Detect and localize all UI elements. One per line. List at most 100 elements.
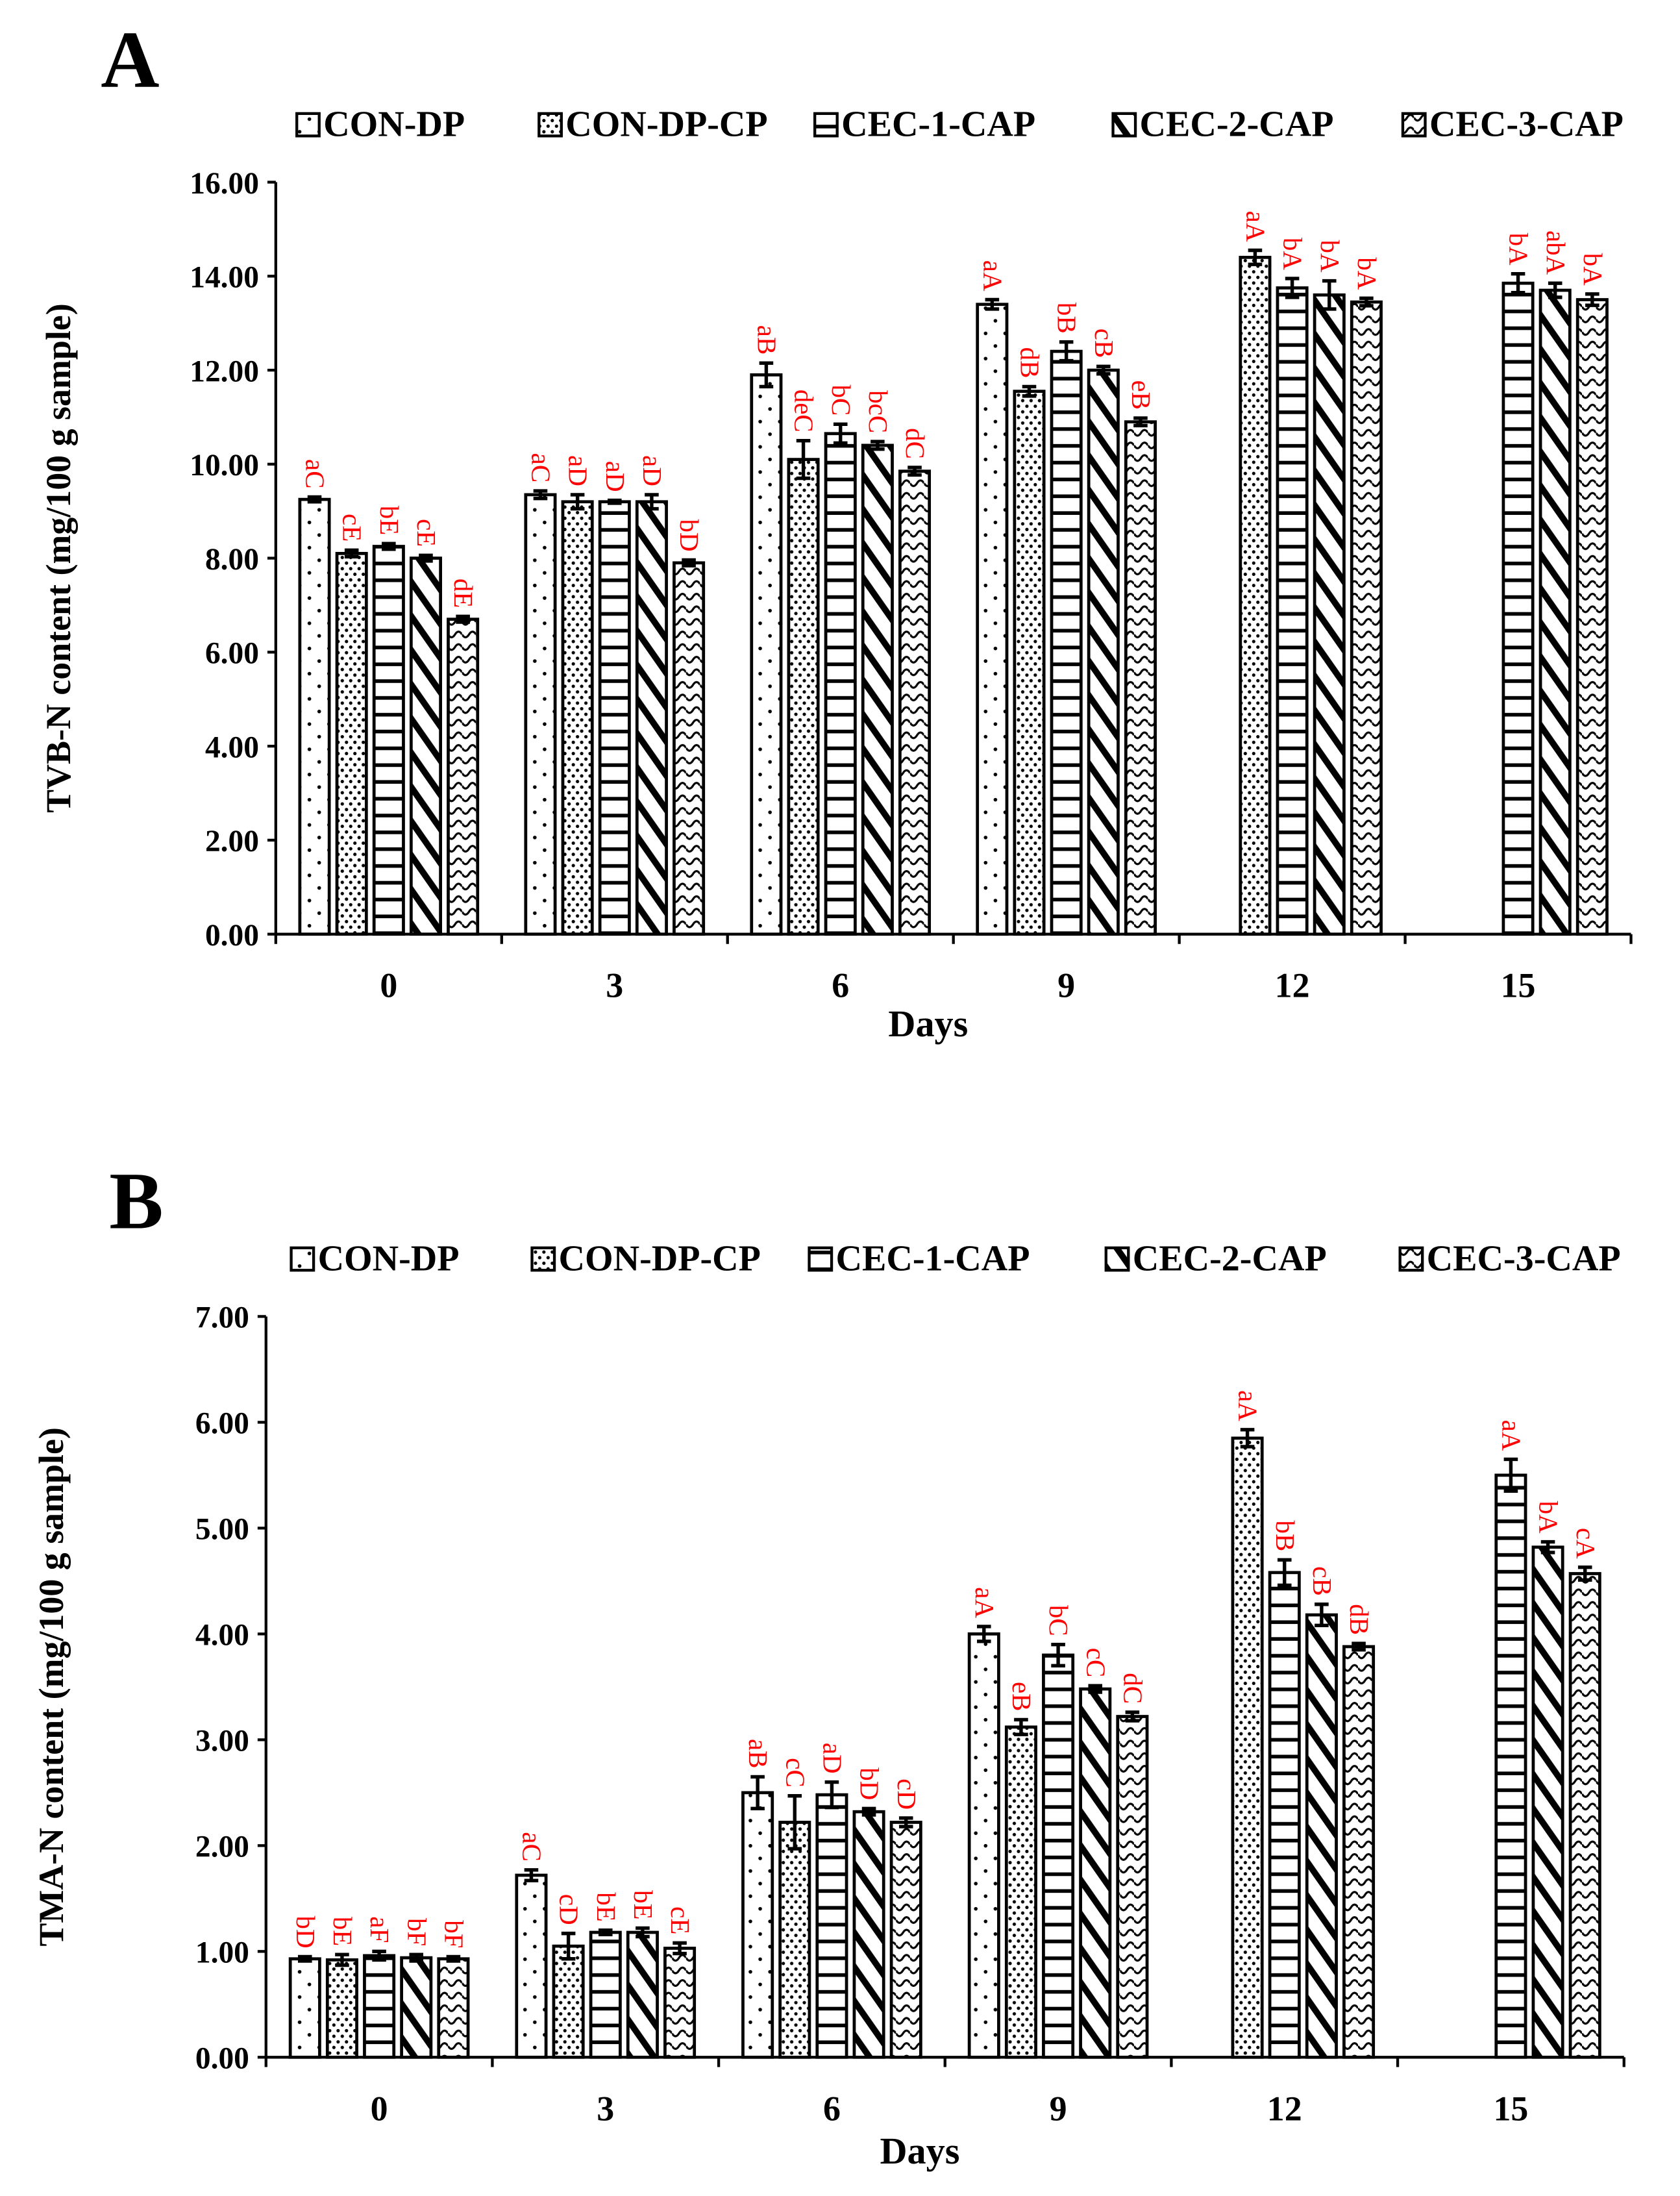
bar-cec-1-cap-day-15 [1494,1473,1527,2059]
bar-cec-3-cap-day-15 [1568,1572,1601,2059]
error-bar [636,1926,650,1939]
y-tick-label: 6.00 [195,1407,249,1441]
error-bar [1051,1642,1065,1667]
error-bar [446,1954,461,1963]
error-bar [1352,1641,1366,1652]
y-tick-label: 0.00 [205,919,259,953]
error-bar [1277,1558,1292,1588]
legend-swatch [1111,112,1137,138]
error-bar [1133,416,1148,428]
y-axis-label: TVB-N content (mg/100 g sample) [39,303,78,813]
error-bar [1088,1684,1103,1694]
significance-label: bE [591,1892,621,1922]
significance-label: bA [1504,233,1534,266]
significance-label: aA [1241,211,1271,242]
significance-label: cE [338,514,367,542]
significance-label: aF [365,1916,395,1943]
y-tick-label: 1.00 [195,1936,249,1970]
x-tick-label: 15 [1493,2089,1528,2128]
legend-swatch [1104,1246,1130,1272]
y-tick-label: 12.00 [190,355,259,388]
error-bar [1540,1540,1555,1554]
significance-label: bD [291,1915,321,1948]
significance-label: aA [978,260,1007,292]
error-bar [382,542,396,551]
bar-cec-2-cap-day-0 [400,1956,433,2059]
bar-cec-1-cap-day-12 [1268,1571,1301,2059]
bar-con-dp-cp-day-3 [552,1944,585,2059]
significance-label: aD [600,461,630,492]
significance-label: dB [1015,347,1045,379]
significance-label: bF [402,1918,432,1946]
legend-swatch [813,112,839,138]
error-bar [833,422,848,445]
error-bar [1359,296,1374,308]
error-bar [456,614,470,624]
bar-con-dp-day-6 [750,373,783,936]
bar-cec-1-cap-day-6 [815,1793,848,2059]
bar-cec-1-cap-day-0 [372,545,405,936]
significance-label: aC [301,459,330,489]
legend-label: CON-DP [318,1238,460,1279]
bar-cec-1-cap-day-0 [363,1954,396,2059]
bar-con-dp-day-3 [524,493,557,936]
bar-cec-2-cap-day-6 [852,1810,885,2059]
significance-label: aA [1233,1390,1263,1421]
bar-cec-3-cap-day-3 [663,1947,697,2059]
significance-label: cD [892,1778,922,1810]
legend-item-cec-2-cap: CEC-2-CAP [1104,1238,1327,1279]
bar-cec-2-cap-day-9 [1087,368,1120,936]
y-tick-label: 6.00 [205,637,259,671]
significance-label: cE [412,519,441,547]
legend-item-cec-3-cap: CEC-3-CAP [1398,1238,1621,1279]
y-tick-label: 2.00 [205,825,259,858]
legend-label: CON-DP-CP [559,1238,761,1279]
legend-swatch [530,1246,556,1272]
legend-swatch [808,1246,834,1272]
error-bar [1285,277,1300,299]
error-bar [1503,1457,1518,1493]
bar-cec-1-cap-day-3 [589,1930,622,2059]
significance-label: cC [1081,1648,1111,1678]
x-tick-label: 3 [597,2089,614,2128]
bar-cec-1-cap-day-15 [1501,281,1535,936]
legend-item-cec-1-cap: CEC-1-CAP [808,1238,1030,1279]
error-bar [561,1931,576,1961]
x-axis-label: Days [880,2130,959,2172]
error-bar [419,553,433,563]
legend-swatch [295,112,321,138]
bar-con-dp-cp-day-9 [1013,390,1046,936]
legend-label: CEC-3-CAP [1427,1238,1621,1279]
error-bar [796,438,811,480]
error-bar [1548,281,1563,299]
error-bar [1014,1717,1028,1736]
bar-cec-1-cap-day-9 [1050,349,1083,936]
error-bar [524,1868,539,1882]
significance-label: abA [1541,231,1571,275]
significance-label: bE [375,506,404,536]
significance-label: bcC [863,390,893,433]
error-bar [750,1775,765,1811]
error-bar [1022,384,1037,398]
error-bar [682,558,696,568]
significance-label: dE [449,579,478,608]
significance-label: bD [674,519,704,551]
x-tick-label: 9 [1057,966,1075,1005]
error-bar [673,1941,687,1956]
significance-label: eB [1126,380,1156,410]
significance-label: cB [1089,329,1119,358]
significance-label: cC [780,1758,810,1788]
significance-label: bB [1052,303,1082,334]
error-bar [409,1953,424,1963]
significance-label: cE [665,1906,695,1934]
error-bar [1096,364,1111,376]
bar-cec-2-cap-day-6 [861,443,894,936]
significance-label: aD [637,455,667,486]
bar-con-dp-cp-day-6 [778,1821,811,2059]
bar-cec-3-cap-day-6 [898,469,932,936]
error-bar [335,1953,349,1967]
legend-item-cec-2-cap: CEC-2-CAP [1111,104,1333,144]
y-tick-label: 3.00 [195,1725,249,1758]
error-bar [372,1949,386,1962]
significance-label: bA [1278,238,1308,270]
